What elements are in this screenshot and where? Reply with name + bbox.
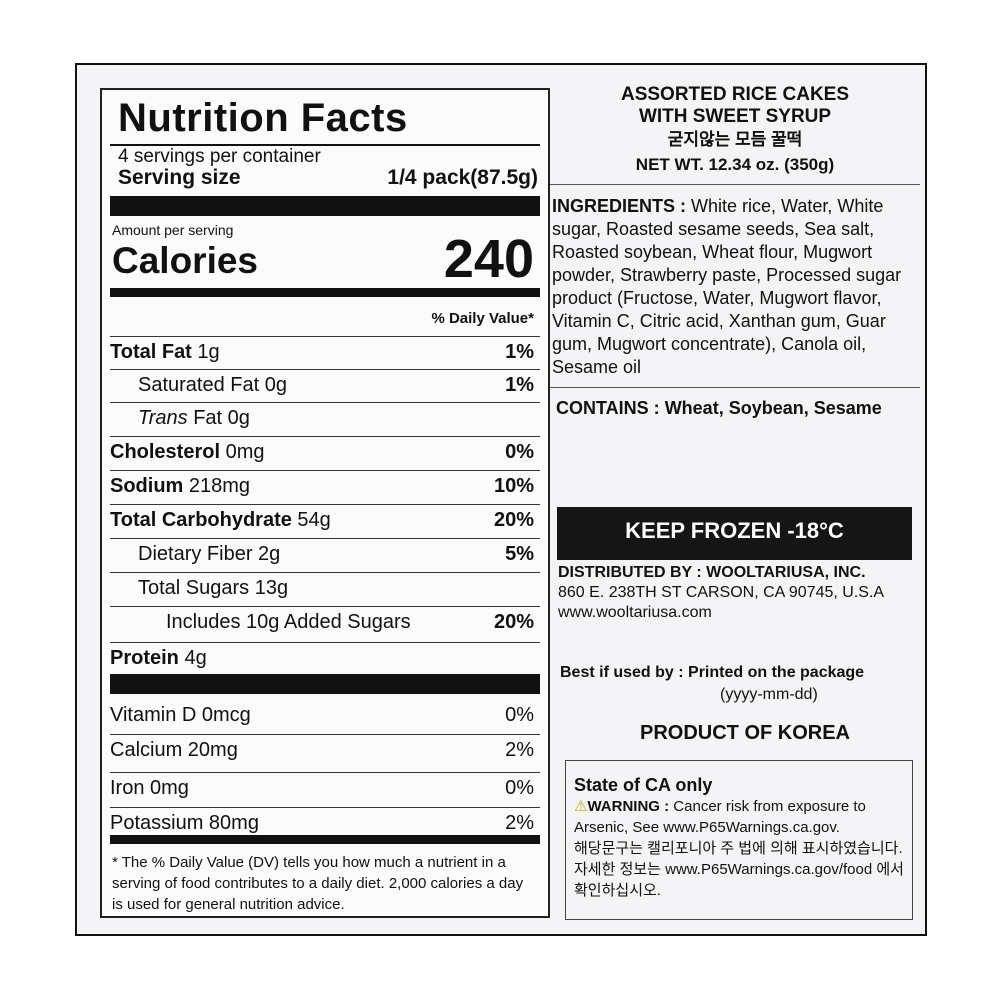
warning-korean-2: 자세한 정보는 www.P65Warnings.ca.gov/food 에서 확… bbox=[574, 861, 904, 899]
vitamin-row: Iron 0mg 0% bbox=[110, 772, 540, 806]
vitamin-row: Calcium 20mg 2% bbox=[110, 734, 540, 768]
net-weight: NET WT. 12.34 oz. (350g) bbox=[635, 155, 835, 174]
ca-warning-box: State of CA only ⚠WARNING : Cancer risk … bbox=[565, 760, 913, 920]
nutrient-row: Sodium 218mg 10% bbox=[110, 470, 540, 504]
distributor: DISTRIBUTED BY : WOOLTARIUSA, INC. 860 E… bbox=[558, 564, 885, 621]
warning-triangle-icon: ⚠ bbox=[574, 798, 588, 815]
product-name-line1: ASSORTED RICE CAKES bbox=[620, 84, 850, 105]
vitamin-row: Vitamin D 0mcg 0% bbox=[110, 704, 534, 726]
product-info: ASSORTED RICE CAKES WITH SWEET SYRUP 굳지않… bbox=[550, 72, 920, 420]
nutrient-row: Total Sugars 13g bbox=[110, 572, 540, 606]
nutrient-row: Includes 10g Added Sugars 20% bbox=[110, 606, 540, 640]
nutrient-row: Total Carbohydrate 54g 20% bbox=[110, 504, 540, 538]
nutrient-row: Saturated Fat 0g 1% bbox=[110, 369, 540, 403]
calories-value: 240 bbox=[443, 229, 534, 289]
nutrient-row: Protein 4g bbox=[110, 642, 540, 676]
warning-title: State of CA only bbox=[574, 775, 713, 795]
best-by: Best if used by : Printed on the package… bbox=[560, 664, 865, 703]
nutrient-row: Dietary Fiber 2g 5% bbox=[110, 538, 540, 572]
product-name-korean: 굳지않는 모듬 꿀떡 bbox=[667, 130, 803, 149]
keep-frozen-banner: KEEP FROZEN -18°C bbox=[557, 507, 912, 560]
calories-label: Calories bbox=[112, 240, 259, 281]
ingredients: INGREDIENTS : White rice, Water, White s… bbox=[550, 184, 920, 379]
vitamin-row: Potassium 80mg 2% bbox=[110, 807, 540, 841]
amount-per-serving: Amount per serving bbox=[112, 222, 234, 238]
country-of-origin: PRODUCT OF KOREA bbox=[640, 722, 850, 744]
nutrient-row: Trans Fat 0g bbox=[110, 402, 540, 436]
nutrition-facts-panel: Nutrition Facts 4 servings per container… bbox=[100, 88, 550, 918]
servings-per-container: 4 servings per container bbox=[118, 146, 321, 167]
footnote: * The % Daily Value (DV) tells you how m… bbox=[112, 854, 524, 913]
warning-korean-1: 해당문구는 캘리포니아 주 법에 의해 표시하였습니다. bbox=[574, 840, 903, 857]
nutrient-row: Total Fat 1g 1% bbox=[110, 336, 540, 370]
nutrition-title: Nutrition Facts bbox=[118, 96, 408, 140]
product-name-line2: WITH SWEET SYRUP bbox=[638, 106, 832, 127]
serving-size: Serving size 1/4 pack(87.5g) bbox=[118, 166, 538, 189]
nutrient-row: Cholesterol 0mg 0% bbox=[110, 436, 540, 470]
daily-value-header: % Daily Value* bbox=[431, 310, 534, 327]
contains: CONTAINS : Wheat, Soybean, Sesame bbox=[550, 387, 920, 420]
